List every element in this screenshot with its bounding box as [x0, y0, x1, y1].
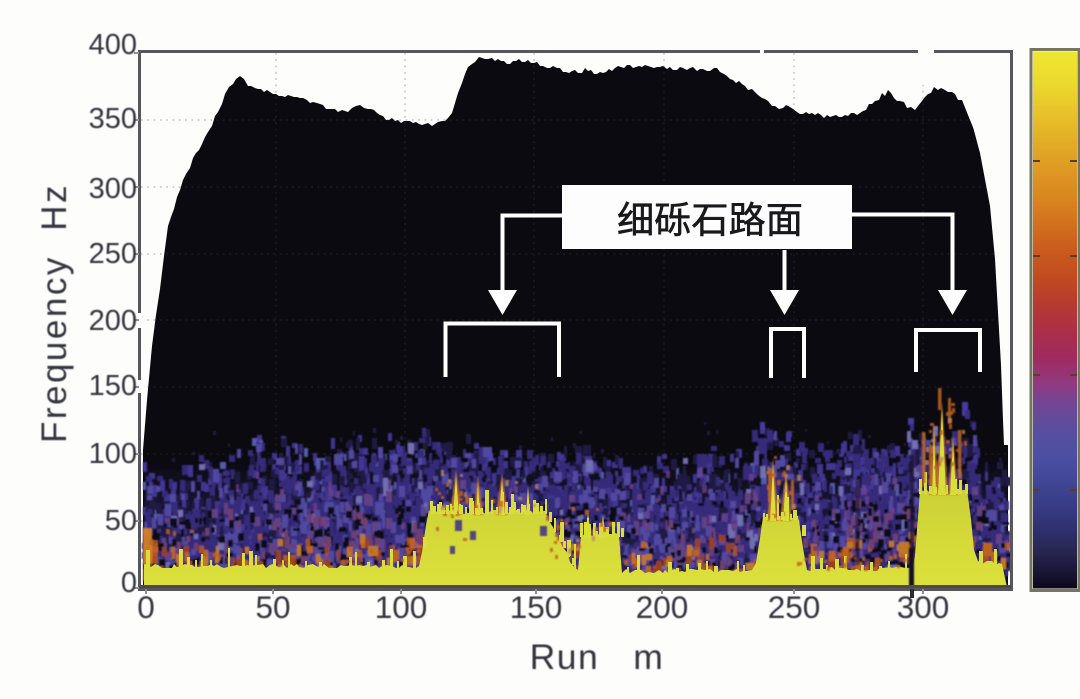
svg-text:150: 150 — [89, 370, 137, 402]
svg-text:200: 200 — [89, 305, 137, 337]
svg-text:400: 400 — [89, 29, 137, 61]
svg-text:Run m: Run m — [530, 637, 665, 677]
svg-text:250: 250 — [89, 238, 137, 270]
svg-text:350: 350 — [89, 103, 137, 135]
svg-text:50: 50 — [105, 505, 137, 537]
svg-text:300: 300 — [897, 589, 950, 625]
svg-text:100: 100 — [89, 438, 137, 470]
svg-text:Frequency Hz: Frequency Hz — [35, 183, 74, 443]
svg-text:200: 200 — [636, 589, 689, 625]
svg-text:150: 150 — [510, 589, 563, 625]
svg-text:0: 0 — [121, 567, 137, 599]
svg-text:0: 0 — [137, 589, 155, 625]
svg-text:250: 250 — [768, 589, 821, 625]
svg-text:300: 300 — [89, 173, 137, 205]
svg-text:50: 50 — [255, 589, 290, 625]
svg-text:100: 100 — [375, 589, 428, 625]
